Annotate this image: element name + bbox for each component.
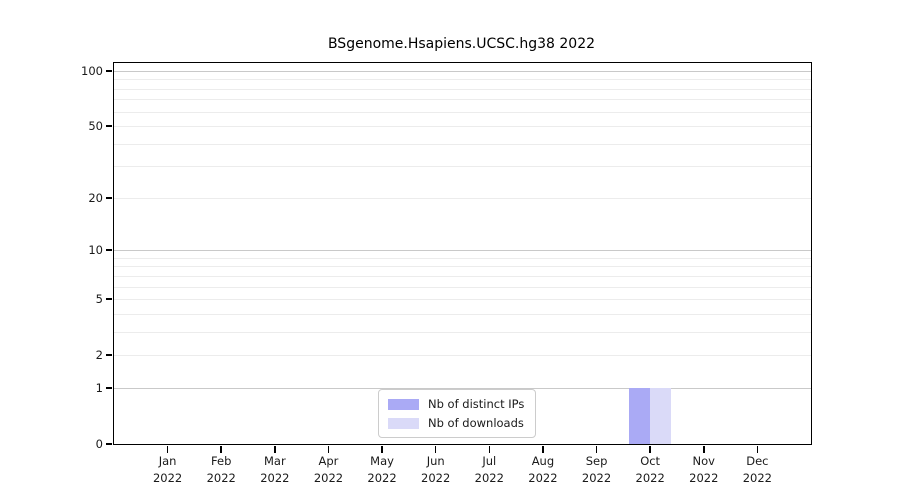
y-tick (106, 443, 112, 445)
y-tick (106, 125, 112, 127)
x-tick-label: Mar 2022 (260, 454, 290, 485)
gridline-major (114, 250, 811, 252)
y-tick (106, 197, 112, 199)
y-tick-label: 0 (95, 437, 103, 451)
legend-label-downloads: Nb of downloads (428, 416, 524, 430)
gridline-minor (114, 286, 811, 288)
gridline-minor (114, 166, 811, 168)
x-tick-label: Sep 2022 (581, 454, 612, 485)
y-tick-label: 50 (88, 119, 103, 134)
y-tick (106, 249, 112, 251)
chart-title: BSgenome.Hsapiens.UCSC.hg38 2022 (327, 36, 596, 52)
plot-area: 0 1 2 5 10 20 50 100 Jan 2022 Feb 2022 Mar 2022 Apr 20… (81, 62, 812, 485)
gridline-major (114, 71, 811, 72)
y-tick (106, 70, 112, 72)
x-tick (649, 446, 651, 453)
legend-item-downloads: Nb of downloads (388, 416, 524, 430)
x-tick-label: Jan 2022 (152, 454, 183, 485)
gridline-minor (114, 266, 811, 268)
legend-label-distinct-ips: Nb of distinct IPs (428, 397, 525, 411)
gridline-minor (114, 126, 811, 128)
x-tick-label: Aug 2022 (528, 454, 558, 485)
gridline-minor (114, 299, 811, 301)
legend-item-distinct-ips: Nb of distinct IPs (388, 397, 524, 411)
y-tick-label: 2 (95, 348, 103, 363)
legend-swatch-distinct-ips (388, 398, 419, 410)
x-tick (542, 446, 544, 453)
x-tick (756, 446, 759, 453)
gridline-minor (114, 257, 811, 259)
gridline-minor (114, 79, 811, 81)
bar-downloads (650, 387, 672, 444)
y-tick (106, 387, 112, 389)
x-tick-label: May 2022 (367, 454, 397, 485)
x-tick-label: Oct 2022 (635, 454, 665, 485)
x-tick (381, 446, 383, 453)
y-tick-label: 100 (81, 64, 103, 78)
gridline-minor (114, 313, 811, 315)
x-tick-label: Apr 2022 (313, 454, 344, 485)
x-tick (488, 446, 491, 453)
y-tick-label: 20 (88, 190, 103, 205)
x-tick (703, 446, 705, 453)
bar-distinct-ips (629, 387, 651, 444)
legend: Nb of distinct IPs Nb of downloads (378, 389, 537, 438)
x-tick-label: Feb 2022 (206, 454, 236, 485)
gridline-minor (114, 99, 811, 101)
x-tick (166, 446, 169, 453)
gridline-minor (114, 88, 811, 90)
y-tick-label: 10 (88, 243, 103, 258)
gridline-minor (114, 111, 811, 113)
x-tick (434, 446, 437, 453)
x-tick (274, 446, 276, 453)
gridline-major (114, 387, 811, 389)
gridline-minor (114, 197, 811, 199)
x-tick-label: Nov 2022 (689, 454, 719, 485)
x-tick (327, 446, 330, 453)
y-tick (106, 298, 112, 300)
x-tick-label: Jun 2022 (421, 454, 451, 485)
gridline-minor (114, 355, 811, 357)
gridline-minor (114, 331, 811, 333)
y-tick-label: 5 (95, 292, 103, 307)
x-tick-label: Dec 2022 (742, 454, 773, 485)
gridline-minor (114, 275, 811, 277)
gridline-minor (114, 143, 811, 145)
x-tick-label: Jul 2022 (474, 454, 504, 485)
y-tick-label: 1 (95, 380, 103, 395)
x-tick (220, 446, 222, 453)
y-tick (106, 354, 112, 356)
legend-swatch-downloads (388, 417, 419, 429)
x-tick (595, 446, 598, 453)
